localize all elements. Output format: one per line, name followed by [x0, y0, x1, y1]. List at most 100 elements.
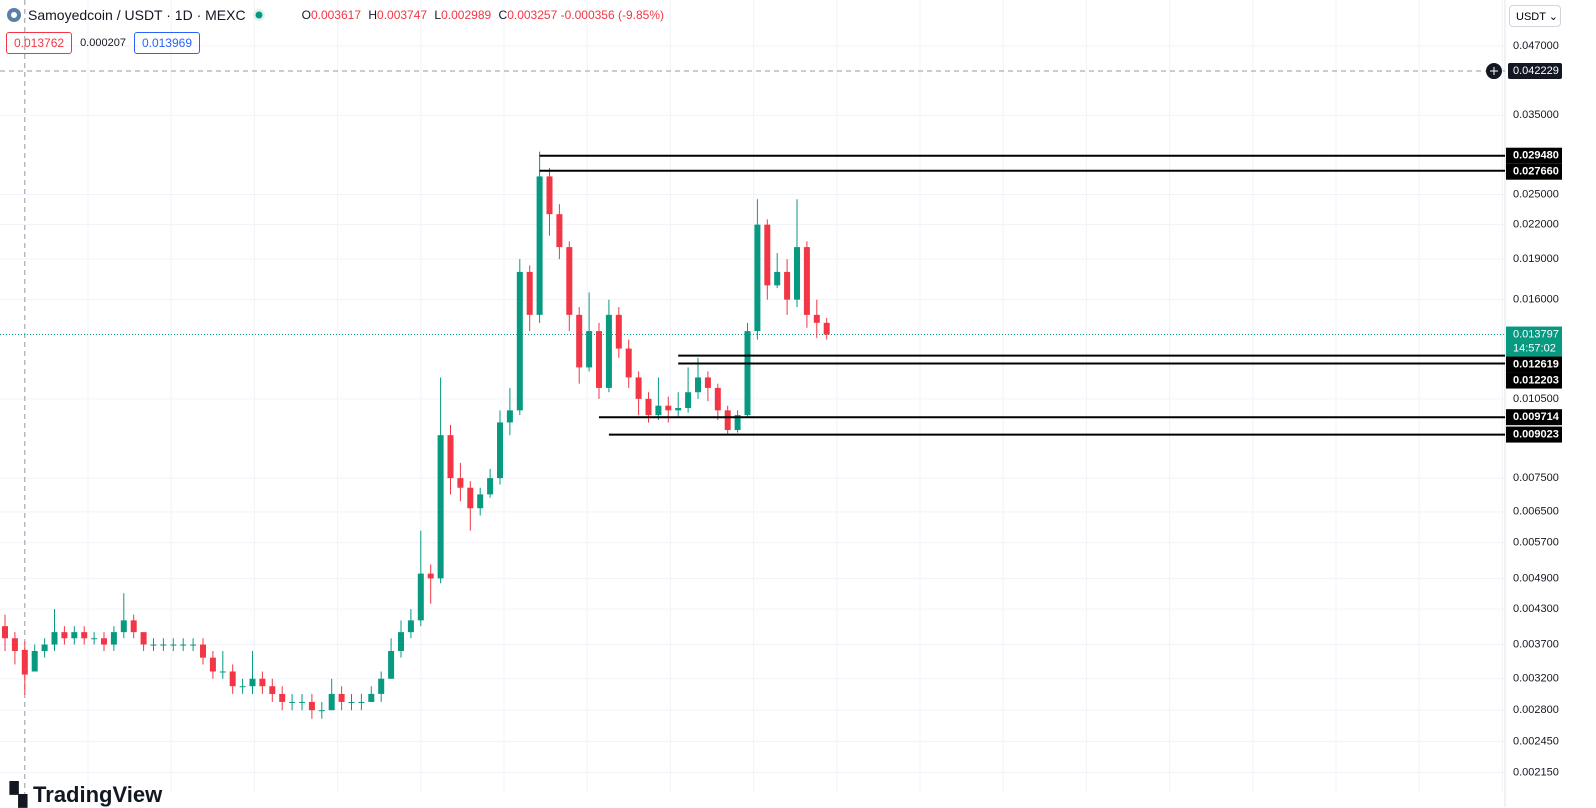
candle-body [586, 331, 593, 368]
ohlc: O0.003617 H0.003747 L0.002989 C0.003257 … [298, 8, 664, 22]
candle-body [31, 650, 38, 672]
currency-select[interactable]: USDT ⌄ [1509, 5, 1561, 27]
y-tick-label: 0.002450 [1513, 736, 1559, 748]
candle-body [675, 408, 682, 411]
y-tick-label: 0.003200 [1513, 673, 1559, 685]
y-tick-label: 0.047000 [1513, 40, 1559, 52]
candle-body [398, 632, 404, 651]
candle-body [823, 322, 830, 335]
candle-body [764, 224, 771, 286]
candle-body [407, 620, 414, 633]
level-label: 0.012619 [1513, 358, 1559, 370]
spread: 0.000207 [80, 37, 126, 49]
candle-body [447, 435, 454, 479]
candle-body [41, 644, 48, 651]
logo: ▚ TradingView [10, 782, 163, 807]
y-tick-label: 0.022000 [1513, 219, 1559, 231]
y-tick-label: 0.035000 [1513, 109, 1559, 121]
candle-body [368, 693, 375, 702]
candle-body [556, 214, 563, 248]
level-label: 0.012203 [1513, 374, 1559, 386]
symbol-title[interactable]: Samoyedcoin / USDT · 1D · MEXC [28, 7, 246, 23]
candle-body [249, 678, 256, 687]
header: Samoyedcoin / USDT · 1D · MEXC O0.003617… [6, 7, 664, 23]
candle-body [150, 644, 157, 646]
h-val: 0.003747 [377, 8, 428, 22]
c-key: C [498, 8, 508, 22]
candle-body [724, 410, 731, 430]
candle-body [190, 644, 197, 646]
candle-body [91, 638, 98, 640]
candle-body [61, 632, 68, 639]
candle-body [506, 410, 513, 423]
candle-body [615, 314, 622, 349]
add-icon [1490, 67, 1498, 76]
candle-body [784, 271, 791, 300]
y-tick-label: 0.016000 [1513, 294, 1559, 306]
candle-body [11, 638, 18, 651]
candle-body [71, 632, 78, 639]
candle-body [308, 701, 315, 711]
candle-body [101, 638, 107, 645]
candle-body [348, 701, 355, 703]
candle-body [259, 678, 266, 687]
candle-body [487, 478, 494, 495]
level-label-bg [1506, 163, 1562, 180]
candle-body [645, 398, 652, 416]
level-label-bg [1506, 372, 1562, 389]
candle-body [744, 331, 751, 416]
candle-body [269, 686, 276, 694]
candle-body [704, 377, 711, 388]
candle-body [625, 348, 632, 378]
candle-body [130, 620, 137, 633]
candle-body [160, 644, 167, 646]
candle-body [239, 686, 246, 688]
candle-body [794, 247, 800, 300]
trade-boxes: 0.013762 0.000207 0.013969 [6, 32, 201, 54]
candle-body [477, 494, 484, 509]
y-tick-label: 0.005700 [1513, 537, 1559, 549]
candle-body [754, 224, 761, 332]
candle-body [516, 271, 523, 411]
buy-price[interactable]: 0.013969 [133, 32, 201, 54]
candle-body [803, 247, 810, 315]
candle-body [437, 435, 444, 579]
o-val: 0.003617 [310, 8, 361, 22]
last-price-bg [1506, 326, 1562, 357]
candle-body [685, 392, 692, 409]
candle-body [200, 644, 206, 658]
level-label: 0.009714 [1513, 411, 1560, 423]
c-val: 0.003257 [507, 8, 558, 22]
y-tick-label: 0.004300 [1513, 603, 1559, 615]
candle-body [21, 649, 28, 675]
h-key: H [368, 8, 378, 22]
change: -0.000356 (-9.85%) [560, 8, 664, 22]
candle-body [110, 632, 117, 645]
candle-body [596, 331, 602, 388]
candle-body [774, 271, 781, 286]
candle-body [388, 650, 395, 679]
candle-body [635, 377, 642, 399]
candle-body [229, 671, 236, 687]
level-label: 0.027660 [1513, 166, 1559, 178]
candle-body [695, 377, 701, 393]
y-tick-label: 0.007500 [1513, 472, 1559, 484]
candle-body [467, 487, 474, 509]
level-label-bg [1506, 356, 1562, 373]
candle-body [417, 573, 424, 621]
candle-body [576, 314, 583, 368]
level-label-bg [1506, 426, 1562, 443]
candle-body [566, 247, 573, 315]
candle-body [338, 693, 345, 702]
candle-body [714, 387, 721, 411]
candle-body [358, 701, 365, 703]
l-key: L [434, 8, 442, 22]
candle-body [665, 405, 672, 411]
candle-body [170, 644, 177, 646]
candle-body [497, 422, 503, 479]
y-tick-label: 0.019000 [1513, 253, 1559, 265]
candle-body [299, 701, 305, 703]
sell-price[interactable]: 0.013762 [6, 32, 73, 54]
candle-body [734, 415, 741, 430]
